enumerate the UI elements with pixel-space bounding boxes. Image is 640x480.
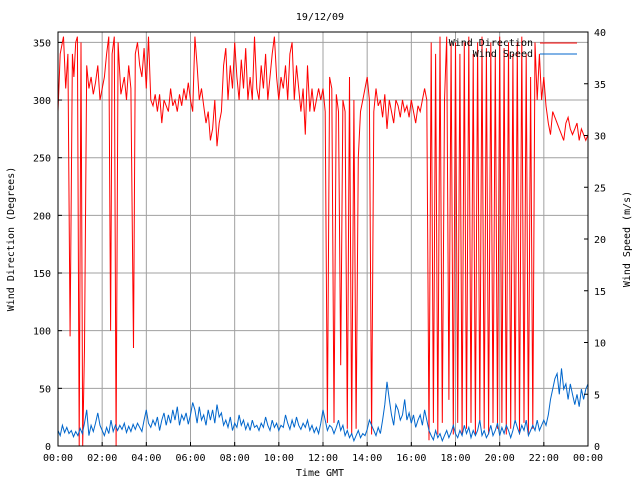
y-right-axis-ticks: 0 5 10 15 20 25 30 35 40 [584, 28, 606, 453]
y-left-tick-label: 200 [33, 211, 51, 222]
x-tick-label: 04:00 [131, 453, 161, 464]
y-right-tick-label: 30 [594, 132, 606, 143]
y-left-tick-label: 250 [33, 154, 51, 165]
y-left-tick-label: 150 [33, 269, 51, 280]
x-tick-label: 00:00 [573, 453, 603, 464]
x-tick-label: 14:00 [352, 453, 382, 464]
y-left-tick-label: 350 [33, 38, 51, 49]
y-left-axis-label: Wind Direction (Degrees) [6, 167, 17, 312]
x-tick-label: 18:00 [440, 453, 470, 464]
x-tick-label: 08:00 [220, 453, 250, 464]
x-tick-label: 10:00 [264, 453, 294, 464]
y-right-tick-label: 15 [594, 287, 606, 298]
series-layer [57, 36, 589, 447]
y-left-tick-label: 0 [45, 442, 51, 453]
x-tick-label: 06:00 [175, 453, 205, 464]
y-right-tick-label: 10 [594, 339, 606, 350]
y-right-tick-label: 40 [594, 28, 606, 39]
y-right-tick-label: 20 [594, 235, 606, 246]
y-right-tick-label: 25 [594, 183, 606, 194]
x-axis-ticks: 00:00 02:00 04:00 06:00 08:00 10:00 12:00 14:00… [43, 442, 603, 464]
y-right-tick-label: 5 [594, 390, 600, 401]
y-left-tick-label: 50 [39, 384, 51, 395]
y-right-tick-label: 0 [594, 442, 600, 453]
x-tick-label: 02:00 [87, 453, 117, 464]
x-tick-label: 16:00 [396, 453, 426, 464]
y-right-axis-label: Wind Speed (m/s) [622, 191, 633, 287]
x-axis-label: Time GMT [296, 468, 344, 479]
y-left-tick-label: 300 [33, 96, 51, 107]
legend-label: Wind Speed [473, 49, 533, 60]
series-line-wind-speed [57, 368, 589, 443]
legend-label: Wind Direction [449, 38, 533, 49]
chart-title: 19/12/09 [296, 12, 344, 23]
y-left-axis-ticks: 0 50 100 150 200 250 300 350 [33, 38, 62, 453]
y-right-tick-label: 35 [594, 80, 606, 91]
x-tick-label: 00:00 [43, 453, 73, 464]
y-left-tick-label: 100 [33, 327, 51, 338]
x-tick-label: 22:00 [529, 453, 559, 464]
series-line-wind-direction [57, 36, 589, 447]
x-tick-label: 12:00 [308, 453, 338, 464]
x-tick-label: 20:00 [485, 453, 515, 464]
